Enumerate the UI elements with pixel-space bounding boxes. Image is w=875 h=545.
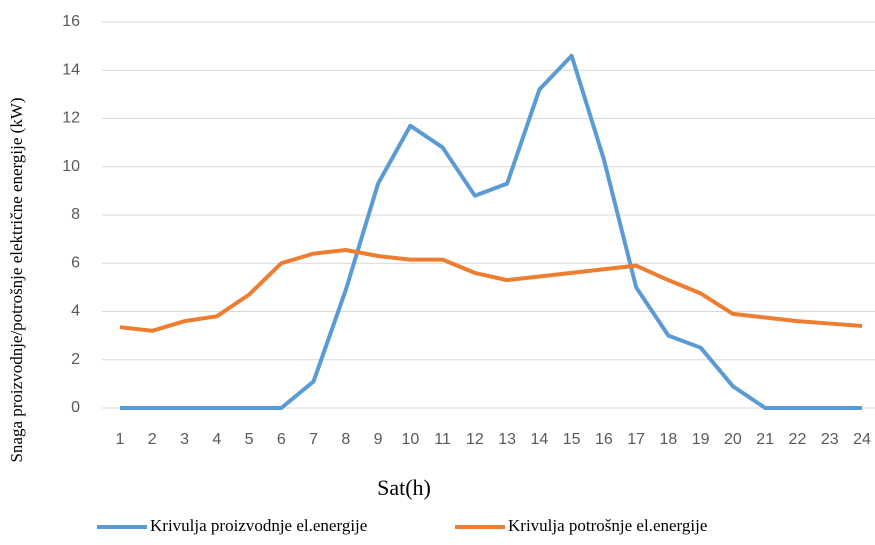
- y-axis-label: Snaga proizvodnje/potrošnje električne e…: [7, 97, 26, 462]
- x-tick-label: 16: [595, 431, 613, 448]
- x-tick-label: 24: [853, 431, 871, 448]
- x-tick-label: 23: [821, 431, 839, 448]
- x-tick-label: 2: [148, 431, 157, 448]
- y-tick-label: 6: [71, 254, 80, 271]
- series-line: [119, 247, 863, 333]
- x-tick-label: 19: [692, 431, 710, 448]
- y-tick-label: 14: [62, 61, 80, 78]
- x-tick-label: 11: [434, 431, 451, 448]
- x-axis-label: Sat(h): [377, 475, 431, 500]
- y-tick-label: 16: [62, 13, 80, 30]
- x-tick-label: 5: [245, 431, 254, 448]
- x-tick-label: 15: [563, 431, 581, 448]
- x-tick-label: 9: [374, 431, 383, 448]
- x-tick-label: 7: [309, 431, 318, 448]
- y-tick-label: 0: [71, 399, 80, 416]
- x-tick-label: 14: [530, 431, 548, 448]
- x-tick-label: 20: [724, 431, 742, 448]
- x-tick-label: 3: [180, 431, 189, 448]
- series-line: [120, 53, 862, 410]
- x-tick-label: 17: [627, 431, 645, 448]
- x-tick-label: 4: [212, 431, 221, 448]
- x-tick-label: 8: [341, 431, 350, 448]
- y-tick-label: 10: [62, 158, 80, 175]
- legend-label: Krivulja potrošnje el.energije: [508, 516, 707, 535]
- legend-label: Krivulja proizvodnje el.energije: [150, 516, 367, 535]
- x-tick-label: 12: [466, 431, 484, 448]
- x-tick-label: 1: [116, 431, 125, 448]
- x-tick-label: 10: [401, 431, 419, 448]
- x-tick-label: 22: [789, 431, 807, 448]
- y-tick-label: 4: [71, 303, 80, 320]
- x-tick-label: 18: [660, 431, 678, 448]
- x-tick-label: 6: [277, 431, 286, 448]
- y-tick-label: 2: [71, 351, 80, 368]
- x-tick-label: 13: [498, 431, 516, 448]
- y-tick-label: 12: [62, 110, 80, 127]
- x-tick-label: 21: [756, 431, 774, 448]
- y-tick-label: 8: [71, 206, 80, 223]
